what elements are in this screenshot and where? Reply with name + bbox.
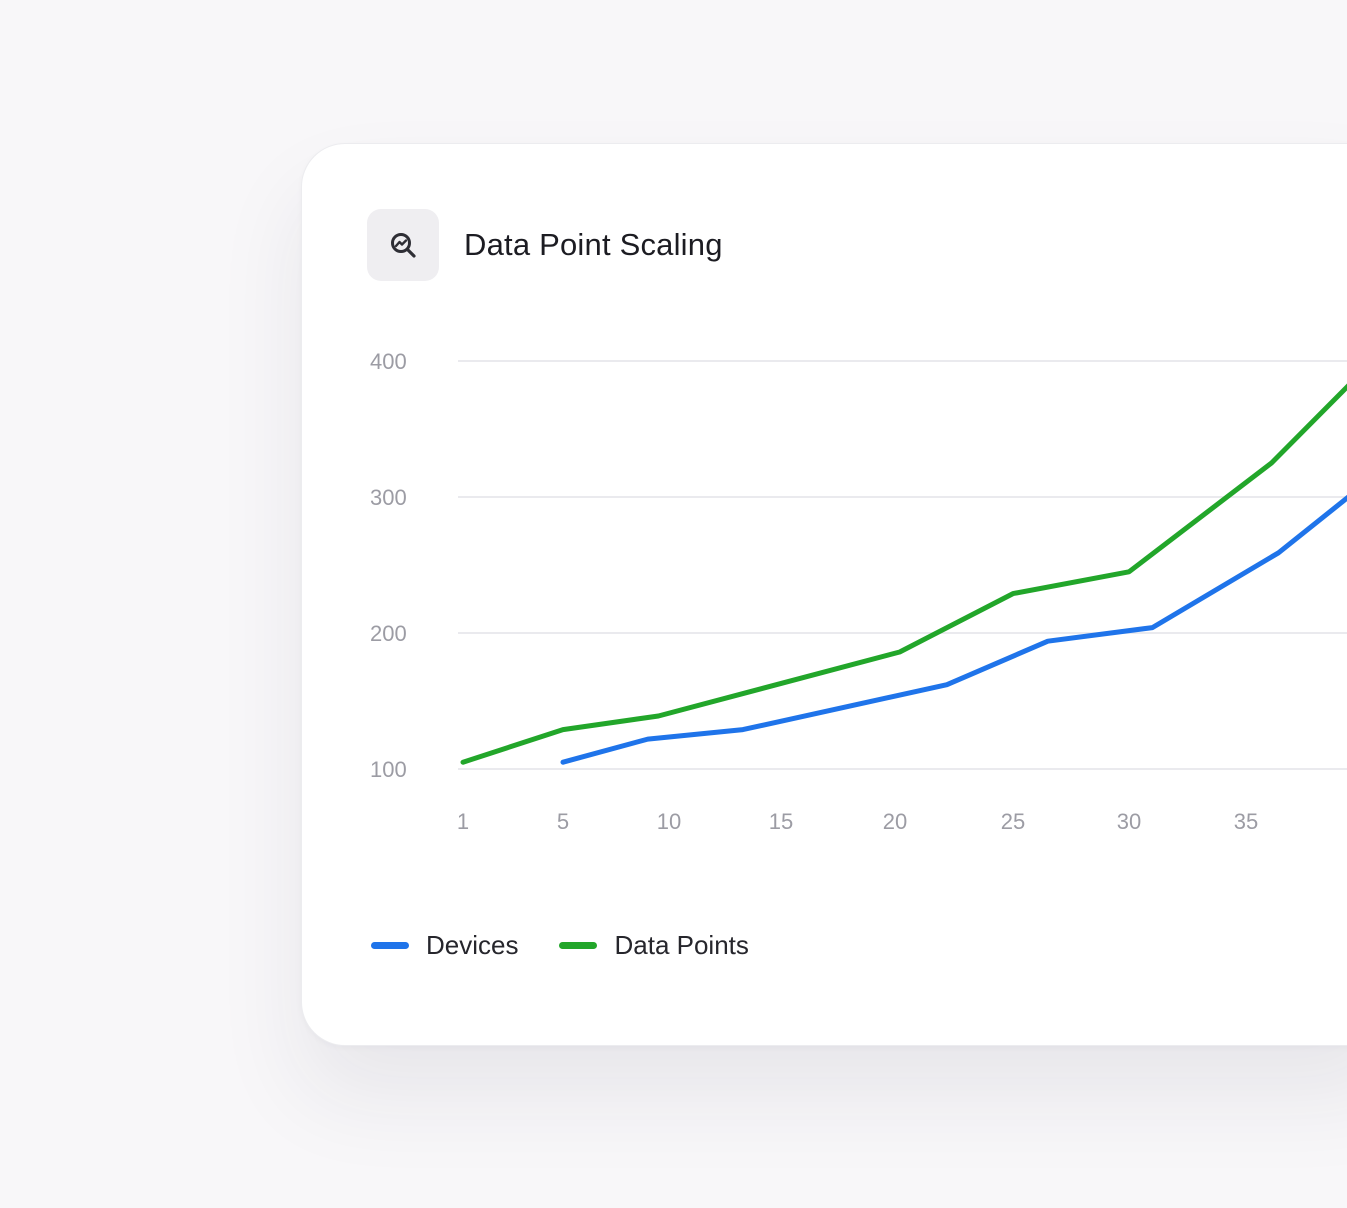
legend-swatch-devices <box>371 942 409 949</box>
x-tick-label: 5 <box>557 809 569 834</box>
x-tick-label: 20 <box>883 809 907 834</box>
x-tick-label: 35 <box>1234 809 1258 834</box>
series-line-data-points <box>460 383 1347 765</box>
legend-swatch-data-points <box>559 942 598 949</box>
y-tick-label: 400 <box>370 349 407 374</box>
x-tick-label: 30 <box>1117 809 1141 834</box>
series-line-devices <box>560 494 1347 765</box>
x-tick-label: 1 <box>457 809 469 834</box>
chart-card: Data Point Scaling 100 200 300 400 1 5 10 15 20 2… <box>301 143 1347 1046</box>
legend-label-devices: Devices <box>426 930 519 960</box>
chart-legend: Devices Data Points <box>371 930 790 961</box>
y-tick-label: 100 <box>370 757 407 782</box>
y-tick-label: 200 <box>370 621 407 646</box>
x-tick-label: 15 <box>769 809 793 834</box>
chart-title: Data Point Scaling <box>464 227 723 262</box>
y-tick-label: 300 <box>370 485 407 510</box>
legend-item-devices: Devices <box>371 930 518 961</box>
x-tick-label: 25 <box>1001 809 1025 834</box>
legend-label-data-points: Data Points <box>614 930 749 960</box>
x-tick-label: 10 <box>657 809 681 834</box>
chart-search-icon <box>391 233 416 258</box>
chart-search-icon-button <box>367 209 439 281</box>
legend-item-data-points: Data Points <box>559 930 749 961</box>
